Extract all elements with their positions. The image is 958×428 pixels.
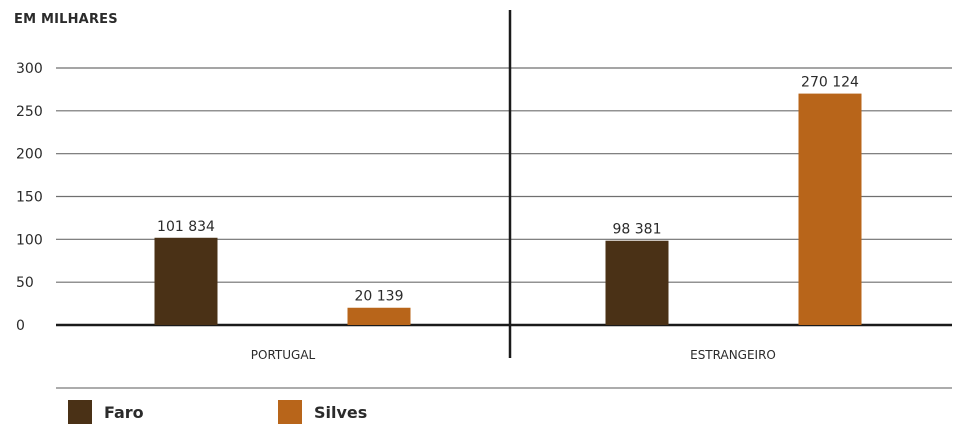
bar-silves-portugal [347, 307, 411, 325]
y-tick-label: 200 [16, 147, 43, 163]
y-tick-label: 300 [16, 61, 43, 77]
category-label: PORTUGAL [251, 348, 316, 362]
data-label: 270 124 [801, 75, 859, 91]
legend-swatch-silves [278, 400, 302, 424]
legend-item-faro: Faro [68, 400, 144, 424]
y-tick-label: 100 [16, 232, 43, 248]
data-label: 101 834 [157, 219, 215, 235]
y-tick-label: 150 [16, 190, 43, 206]
legend: Faro Silves [0, 400, 958, 424]
bar-faro-portugal [154, 237, 218, 325]
data-label: 98 381 [613, 222, 662, 238]
legend-label-silves: Silves [314, 402, 368, 422]
y-tick-label: 50 [16, 275, 34, 291]
legend-item-silves: Silves [278, 400, 367, 424]
legend-swatch-faro [68, 400, 92, 424]
data-label: 20 139 [355, 289, 404, 305]
y-tick-label: 0 [16, 318, 25, 334]
legend-label-faro: Faro [104, 402, 144, 422]
y-tick-label: 250 [16, 104, 43, 120]
category-label: ESTRANGEIRO [690, 348, 776, 362]
y-unit-label: EM MILHARES [14, 12, 118, 27]
bar-silves-estrangeiro [798, 93, 862, 325]
bar-faro-estrangeiro [605, 240, 669, 325]
